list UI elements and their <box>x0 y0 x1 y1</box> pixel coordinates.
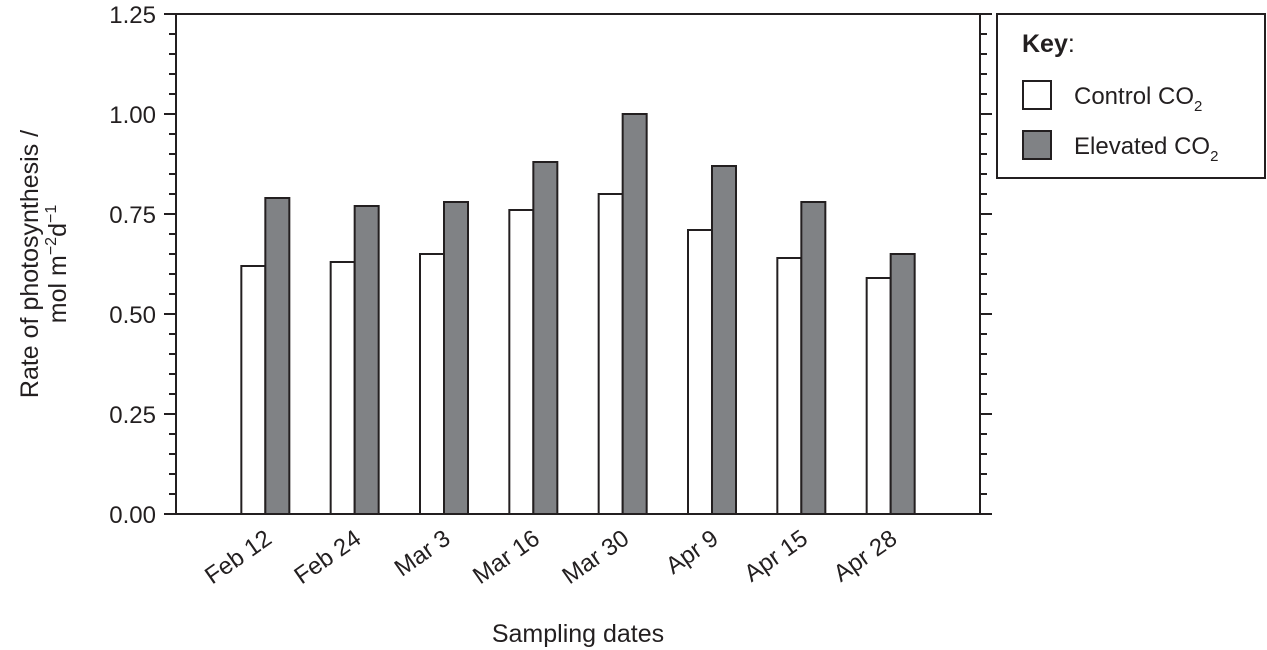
bar-elevated-apr-15 <box>800 201 827 515</box>
y-axis-title-line2: mol m−2d−1 <box>43 205 72 324</box>
bar-control-mar-30 <box>597 193 624 515</box>
x-tick-label-apr-28: Apr 28 <box>829 525 902 588</box>
x-tick-label-feb-24: Feb 24 <box>289 525 366 590</box>
bar-elevated-apr-28 <box>889 253 916 515</box>
x-tick-label-mar-3: Mar 3 <box>390 525 456 582</box>
bar-control-apr-9 <box>687 229 713 515</box>
y-axis-title-line1: Rate of photosynthesis / <box>16 130 44 398</box>
legend-swatch-control <box>1022 80 1052 110</box>
legend-title: Key: <box>1022 30 1075 58</box>
legend-swatch-elevated <box>1022 130 1052 160</box>
bar-control-apr-28 <box>865 277 892 515</box>
legend: Key: Control CO2 Elevated CO2 <box>996 13 1266 179</box>
y-tick-label-0-75: 0.75 <box>109 202 156 229</box>
y-tick-label-1-00: 1.00 <box>109 102 156 129</box>
x-tick-label-mar-30: Mar 30 <box>557 525 634 590</box>
bar-control-mar-16 <box>508 209 535 515</box>
legend-label-elevated: Elevated CO2 <box>1074 133 1218 165</box>
x-tick-label-feb-12: Feb 12 <box>200 525 277 590</box>
bar-control-mar-3 <box>419 253 445 515</box>
bar-elevated-mar-30 <box>621 113 648 515</box>
x-tick-label-mar-16: Mar 16 <box>468 525 545 590</box>
bar-control-apr-15 <box>776 257 803 515</box>
x-tick-label-apr-9: Apr 9 <box>661 525 723 580</box>
bar-control-feb-12 <box>240 265 267 515</box>
legend-label-control: Control CO2 <box>1074 83 1202 115</box>
bar-elevated-mar-3 <box>443 201 469 515</box>
bar-elevated-apr-9 <box>711 165 737 515</box>
y-tick-label-0-25: 0.25 <box>109 402 156 429</box>
bar-elevated-mar-16 <box>532 161 559 515</box>
plot-frame <box>175 13 981 515</box>
x-tick-label-apr-15: Apr 15 <box>739 525 812 588</box>
y-tick-label-0-50: 0.50 <box>109 302 156 329</box>
y-tick-label-0-00: 0.00 <box>109 502 156 529</box>
bar-elevated-feb-12 <box>264 197 291 515</box>
bar-control-feb-24 <box>329 261 356 515</box>
bar-elevated-feb-24 <box>353 205 380 515</box>
x-axis-title: Sampling dates <box>492 620 664 648</box>
y-tick-label-1-25: 1.25 <box>109 2 156 29</box>
